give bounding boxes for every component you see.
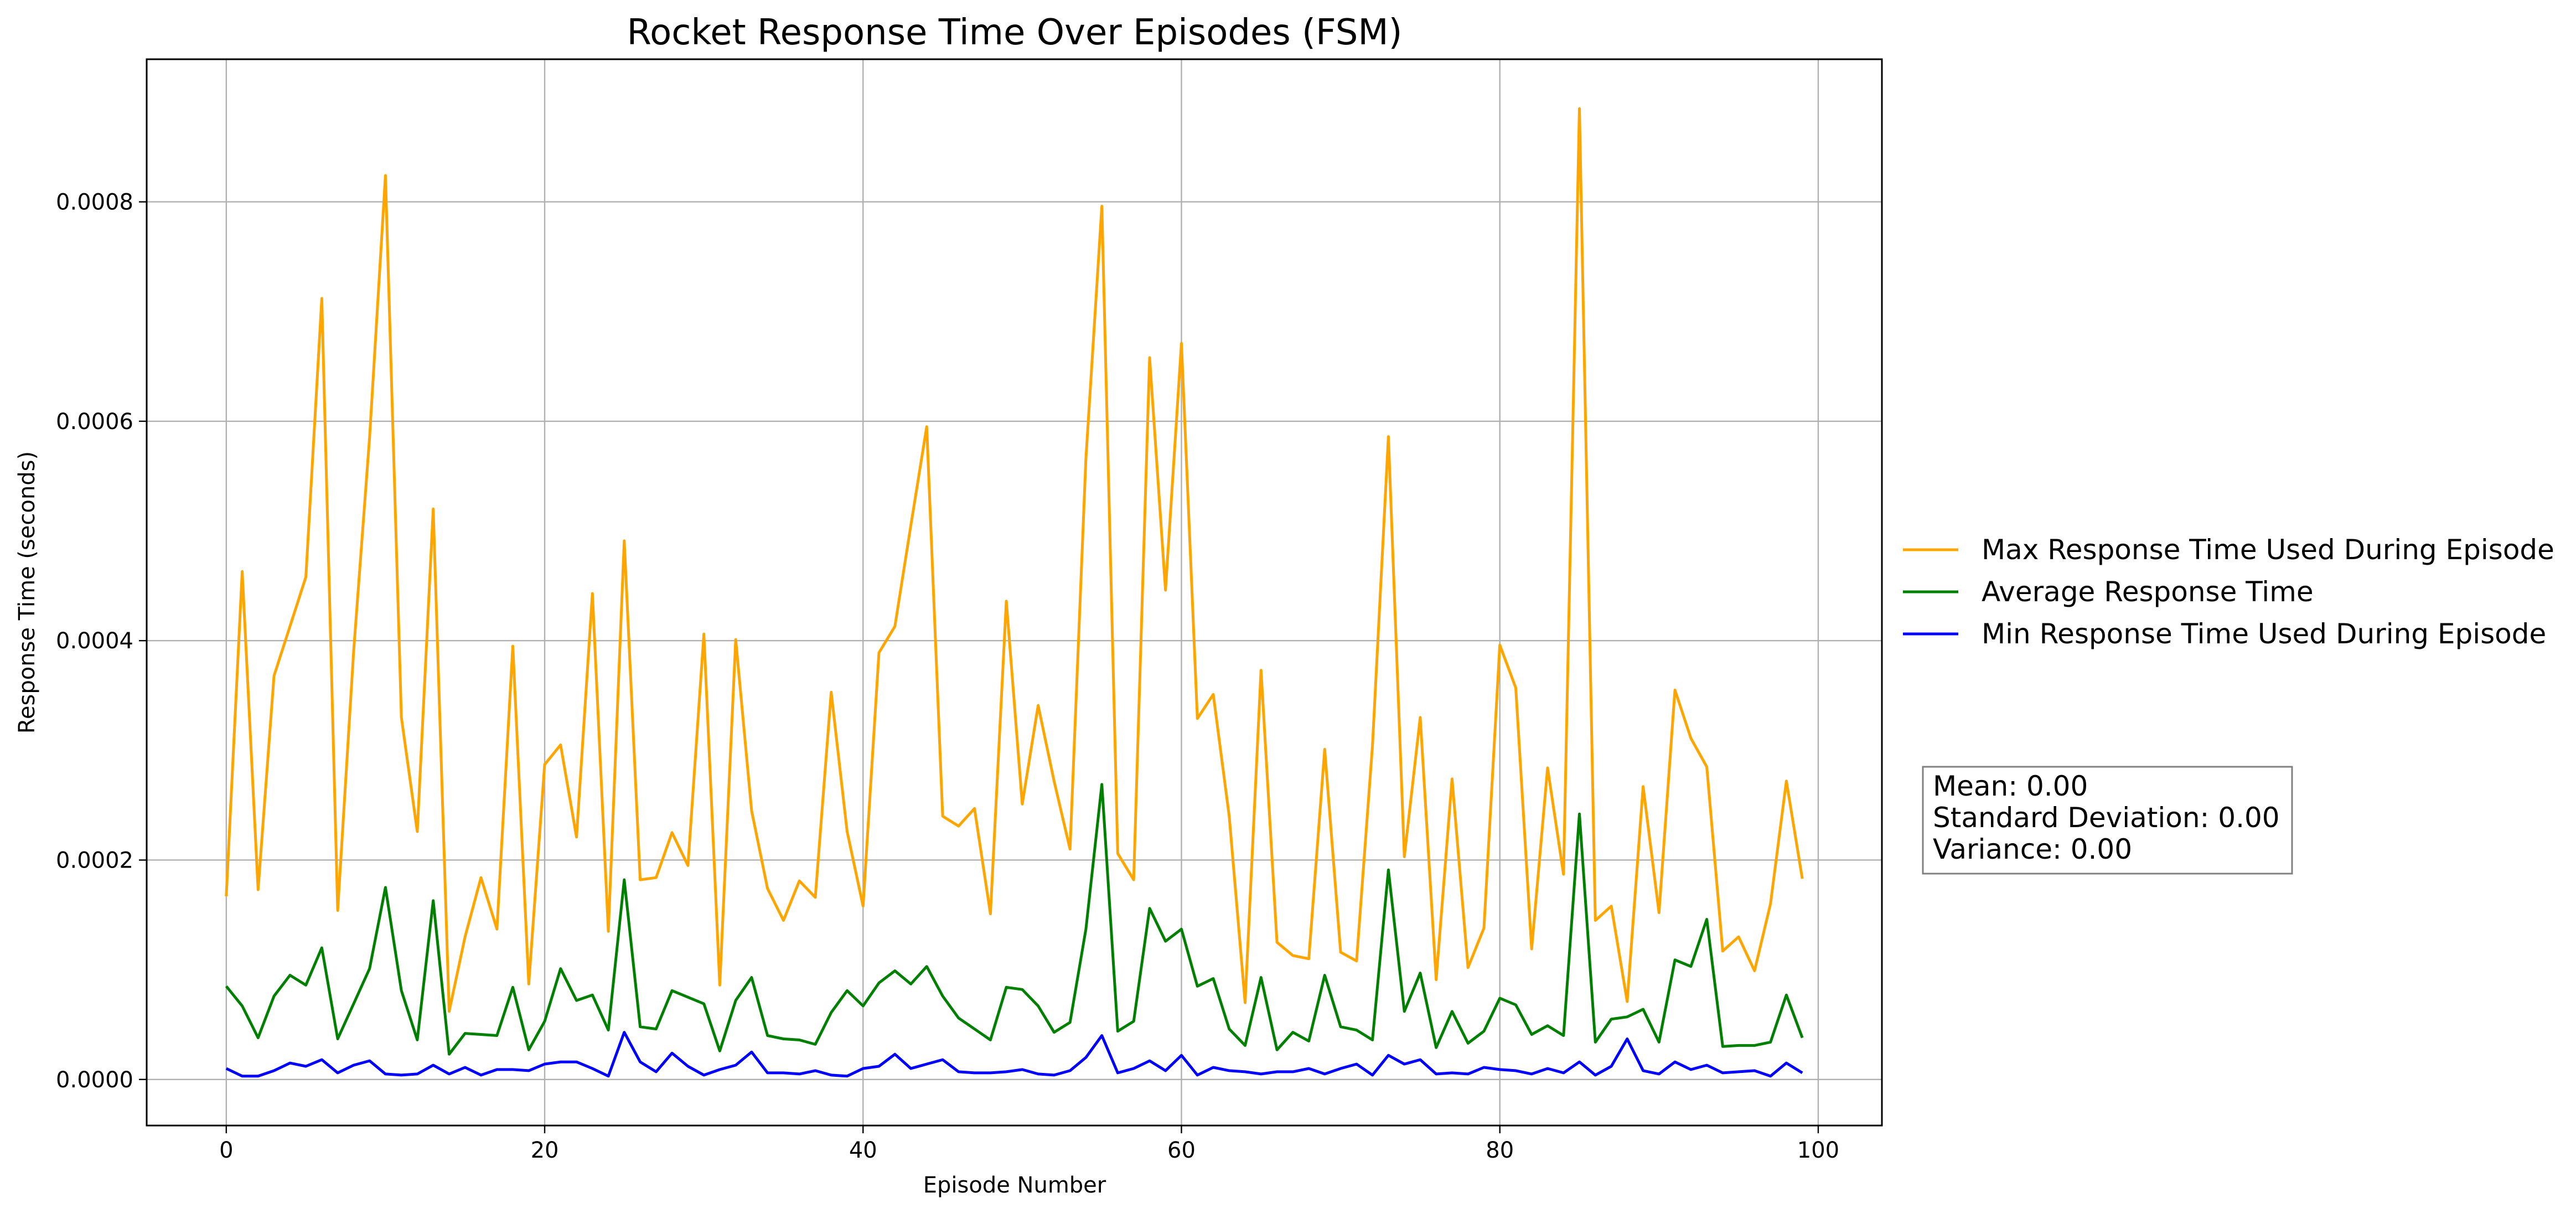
- stats-box: Mean: 0.00 Standard Deviation: 0.00 Vari…: [1922, 766, 2293, 875]
- x-tick-label: 40: [849, 1138, 877, 1163]
- legend-entry-average: Average Response Time: [1903, 576, 2314, 608]
- y-tick-label: 0.0000: [56, 1067, 133, 1093]
- y-tick-label: 0.0006: [56, 409, 133, 435]
- y-axis-ticks: 0.0000 0.0002 0.0004 0.0006 0.0008: [56, 190, 147, 1093]
- legend-label: Min Response Time Used During Episode: [1982, 618, 2546, 650]
- stats-mean: Mean: 0.00: [1933, 770, 2088, 802]
- legend-entry-max: Max Response Time Used During Episode: [1903, 534, 2554, 566]
- legend-label: Max Response Time Used During Episode: [1982, 534, 2554, 566]
- y-axis-label: Response Time (seconds): [14, 451, 40, 734]
- x-tick-label: 60: [1167, 1138, 1196, 1163]
- legend-label: Average Response Time: [1982, 576, 2314, 608]
- x-tick-label: 20: [531, 1138, 559, 1163]
- stats-box-frame: [1922, 766, 2293, 875]
- stats-std-dev: Standard Deviation: 0.00: [1933, 802, 2280, 834]
- legend: Max Response Time Used During Episode Ave…: [1903, 534, 2554, 650]
- series-layer: [225, 107, 1804, 1078]
- x-tick-label: 80: [1486, 1138, 1514, 1163]
- stats-variance: Variance: 0.00: [1933, 833, 2132, 865]
- x-axis-label: Episode Number: [923, 1173, 1106, 1198]
- grid-layer: [147, 59, 1882, 1126]
- y-tick-label: 0.0004: [56, 628, 133, 654]
- x-tick-label: 100: [1797, 1138, 1839, 1163]
- x-axis-ticks: 0 20 40 60 80 100: [219, 1126, 1839, 1163]
- series-line-average: [225, 783, 1804, 1056]
- series-line-min: [225, 1031, 1803, 1078]
- y-tick-label: 0.0008: [56, 190, 133, 215]
- legend-entry-min: Min Response Time Used During Episode: [1903, 618, 2546, 650]
- y-tick-label: 0.0002: [56, 848, 133, 873]
- chart-title: Rocket Response Time Over Episodes (FSM): [627, 12, 1403, 53]
- x-tick-label: 0: [219, 1138, 233, 1163]
- plot-area-frame: [146, 58, 1883, 1127]
- series-line-max: [225, 107, 1804, 1013]
